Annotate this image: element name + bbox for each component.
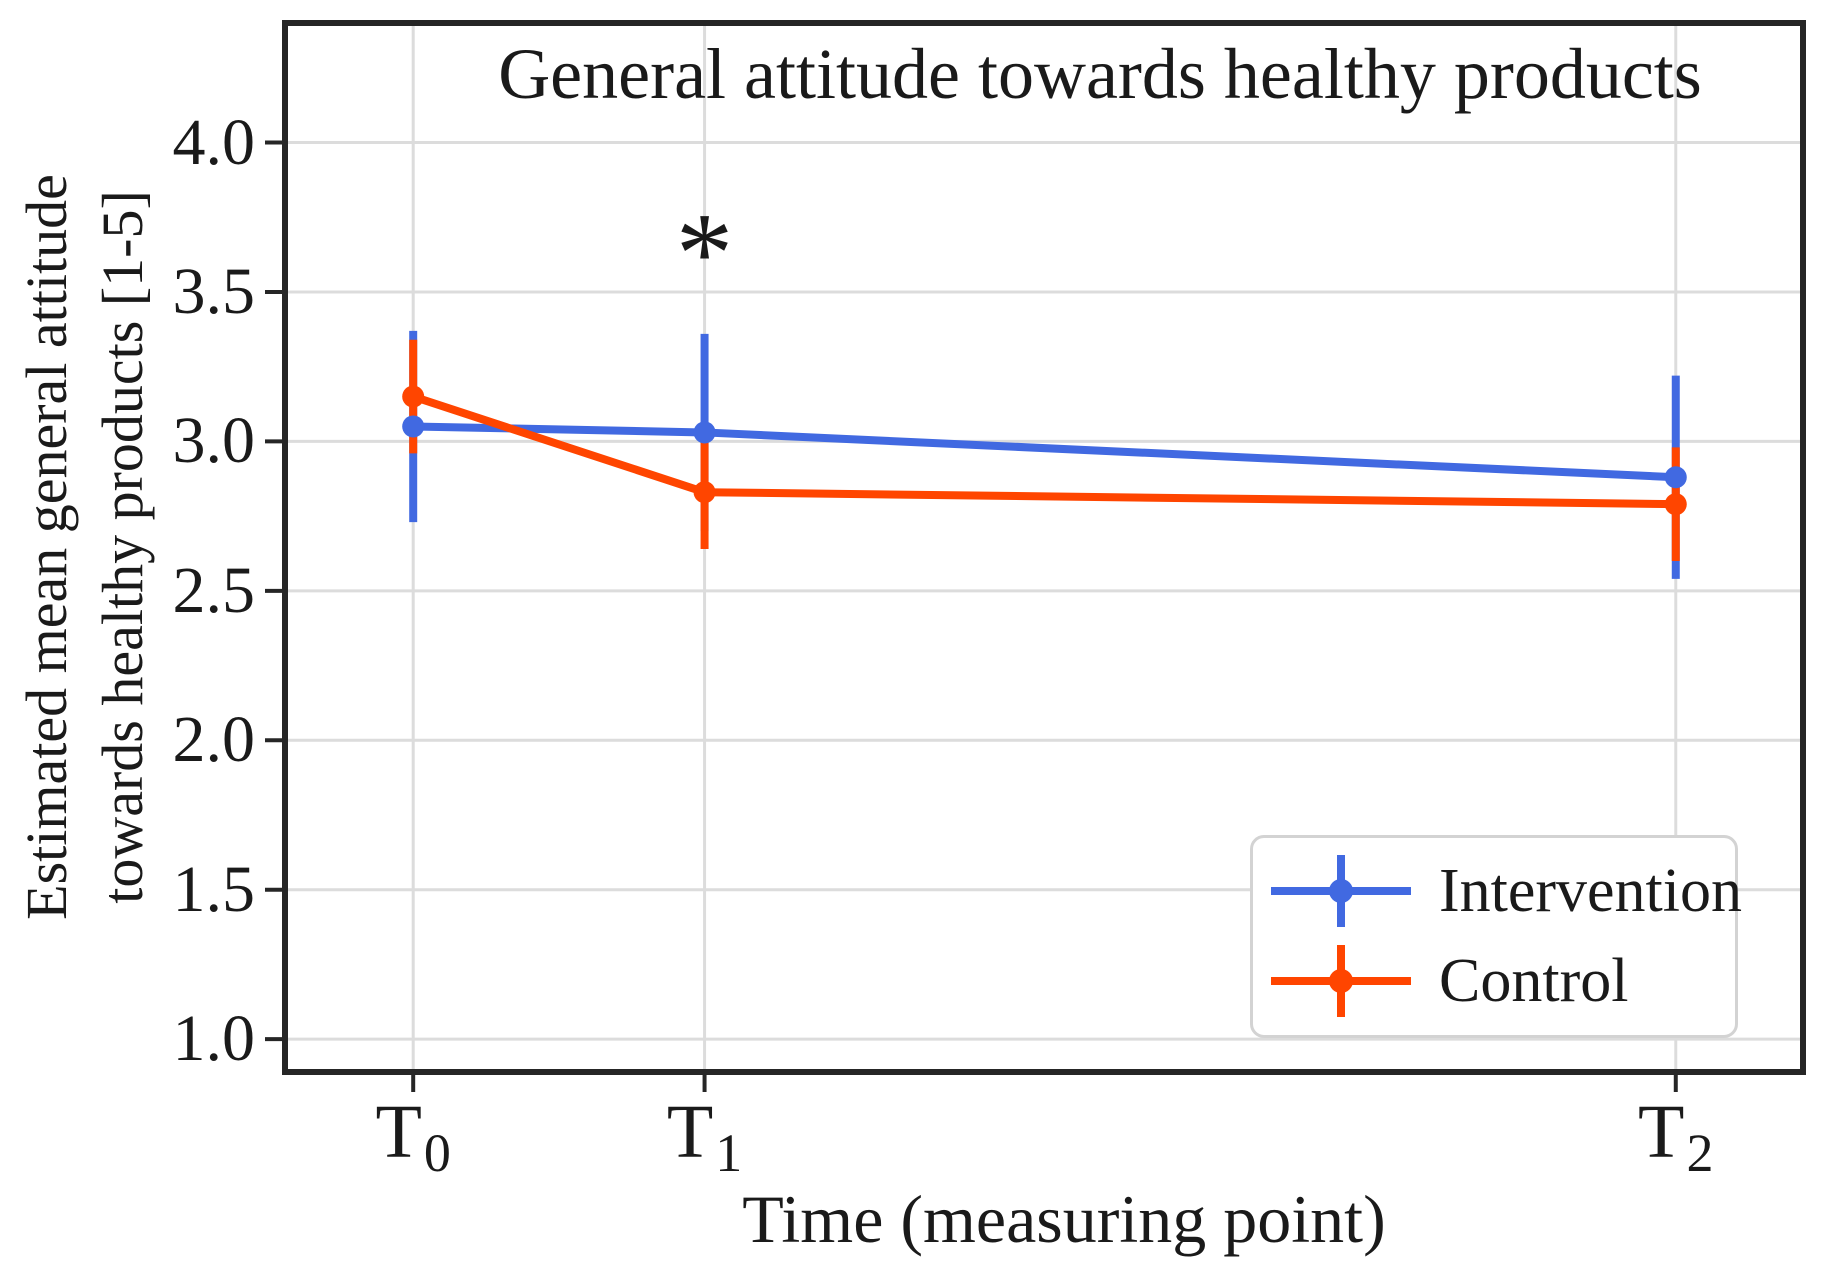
x-tick-base: T xyxy=(666,1090,714,1174)
x-tick-base: T xyxy=(1638,1090,1685,1174)
x-tick-label: T0 xyxy=(313,1092,513,1202)
y-tick-label: 3.5 xyxy=(172,254,256,328)
legend: Intervention Control xyxy=(1250,835,1742,1038)
y-tick-label: 1.0 xyxy=(172,1002,256,1076)
x-tick-base: T xyxy=(375,1090,422,1174)
x-axis-label: Time (measuring point) xyxy=(742,1181,1386,1257)
errorbar-marker-icon xyxy=(1271,945,1411,1017)
x-tick-subscript: 2 xyxy=(1686,1123,1714,1183)
errorbar-marker-icon xyxy=(1271,855,1411,927)
y-tick-label: 4.0 xyxy=(172,105,256,179)
y-tick-label: 1.5 xyxy=(172,852,256,926)
legend-entry: Control xyxy=(1253,936,1735,1026)
y-tick-label: 2.5 xyxy=(172,553,256,627)
legend-label: Intervention xyxy=(1439,857,1743,925)
x-tick-subscript: 0 xyxy=(423,1123,451,1183)
x-tick-label: T2 xyxy=(1576,1092,1776,1202)
x-tick-subscript: 1 xyxy=(715,1123,743,1183)
legend-entry: Intervention xyxy=(1253,846,1742,936)
significance-annotation: * xyxy=(675,190,734,318)
y-tick-label: 2.0 xyxy=(172,703,256,777)
chart-title: General attitude towards healthy product… xyxy=(498,34,1702,114)
x-tick-label: T1 xyxy=(605,1092,805,1202)
legend-label: Control xyxy=(1439,947,1629,1015)
y-tick-label: 3.0 xyxy=(172,404,256,478)
y-axis-label-line1: Estimated mean general attitude xyxy=(14,174,79,920)
